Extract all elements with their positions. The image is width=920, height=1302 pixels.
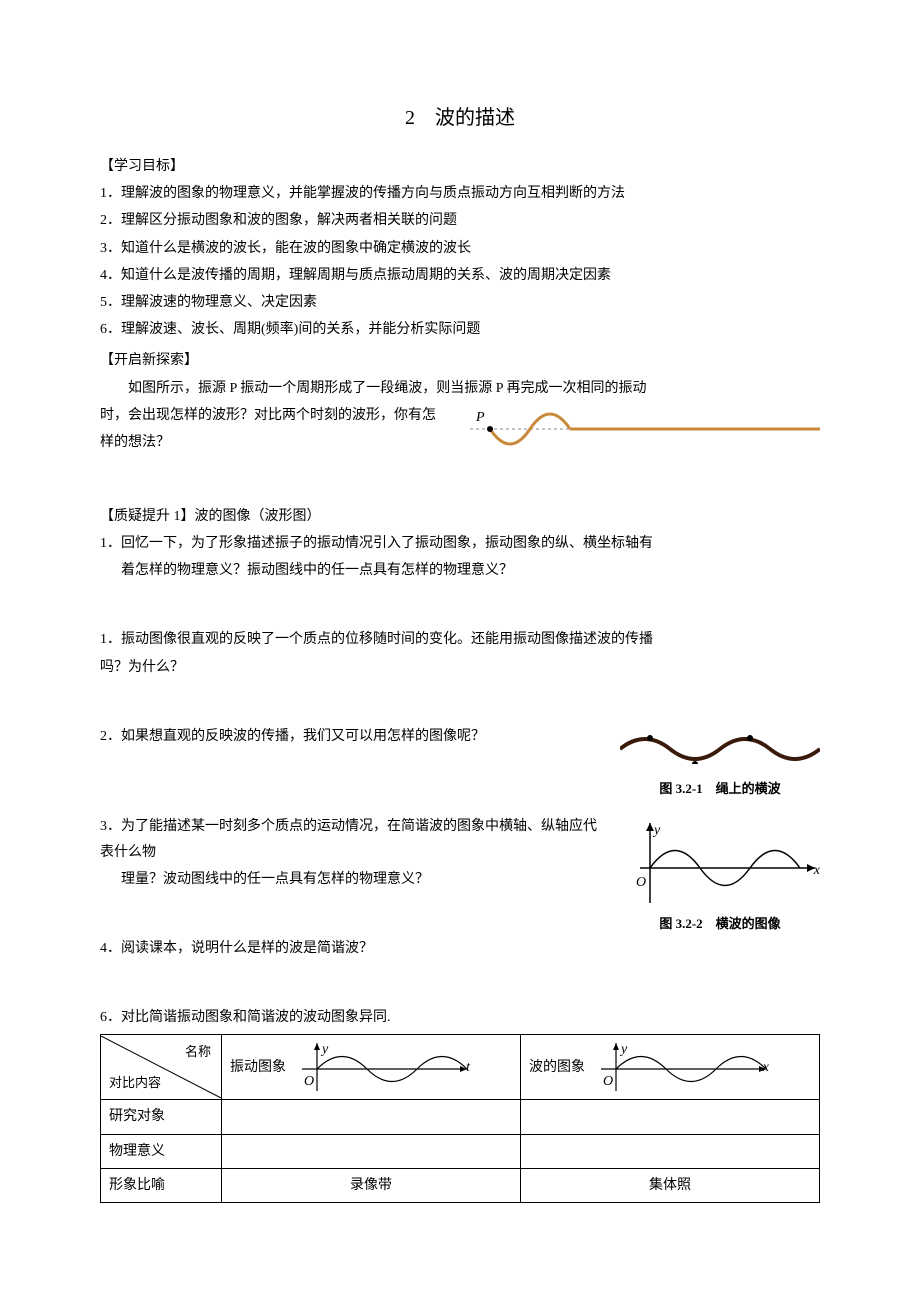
explore-heading: 【开启新探索】: [100, 348, 820, 373]
table-cell: [222, 1100, 521, 1134]
col-wave-label: 波的图象: [529, 1055, 585, 1080]
mini-axis-x: x: [763, 1055, 769, 1080]
goal-item: 4．知道什么是波传播的周期，理解周期与质点振动周期的关系、波的周期决定因素: [100, 263, 820, 288]
mini-axis-o: O: [304, 1069, 314, 1094]
comparison-table: 名称 对比内容 振动图象 y: [100, 1034, 820, 1203]
q1-heading: 【质疑提升 1】波的图像（波形图）: [100, 504, 820, 529]
row-label: 物理意义: [101, 1134, 222, 1168]
goal-item: 6．理解波速、波长、周期(频率)间的关系，并能分析实际问题: [100, 317, 820, 342]
q1-item: 1．回忆一下，为了形象描述振子的振动情况引入了振动图象，振动图象的纵、横坐标轴有: [100, 531, 820, 556]
table-row: 研究对象: [101, 1100, 820, 1134]
mini-wave-graph: [591, 1039, 771, 1095]
diag-label-bottom: 对比内容: [109, 1071, 161, 1094]
figure-caption-2: 图 3.2-2 横波的图像: [620, 912, 820, 935]
mini-axis-t: t: [466, 1055, 470, 1080]
mini-axis-o: O: [603, 1069, 613, 1094]
table-row: 物理意义: [101, 1134, 820, 1168]
wave-graph-cell: 波的图象 y O x: [529, 1039, 811, 1095]
mini-vibration-graph: [292, 1039, 472, 1095]
row-label: 研究对象: [101, 1100, 222, 1134]
goal-item: 3．知道什么是横波的波长，能在波的图象中确定横波的波长: [100, 236, 820, 261]
table-cell: [521, 1100, 820, 1134]
transverse-graph-figure: [620, 818, 820, 908]
axis-label-y: y: [654, 818, 660, 843]
table-cell: 录像带: [222, 1168, 521, 1202]
table-cell: 集体照: [521, 1168, 820, 1202]
table-row: 形象比喻 录像带 集体照: [101, 1168, 820, 1202]
rope-transverse-figure: [620, 724, 820, 764]
goal-item: 5．理解波速的物理意义、决定因素: [100, 290, 820, 315]
q1-item: 着怎样的物理意义？振动图线中的任一点具有怎样的物理意义？: [100, 558, 820, 583]
mini-axis-y: y: [322, 1037, 328, 1062]
label-p: P: [476, 405, 485, 430]
goal-item: 1．理解波的图象的物理意义，并能掌握波的传播方向与质点振动方向互相判断的方法: [100, 181, 820, 206]
diagonal-header-cell: 名称 对比内容: [101, 1036, 221, 1098]
goal-item: 2．理解区分振动图象和波的图象，解决两者相关联的问题: [100, 208, 820, 233]
table-cell: [222, 1134, 521, 1168]
axis-label-x: x: [814, 858, 820, 883]
q1-item: 1．振动图像很直观的反映了一个质点的位移随时间的变化。还能用振动图像描述波的传播: [100, 627, 820, 652]
diag-label-top: 名称: [185, 1040, 211, 1063]
row-label: 形象比喻: [101, 1168, 222, 1202]
q1-item: 6．对比简谐振动图象和简谐波的波动图象异同.: [100, 1005, 820, 1030]
figure-caption-1: 图 3.2-1 绳上的横波: [620, 777, 820, 800]
goals-heading: 【学习目标】: [100, 154, 820, 179]
mini-axis-y: y: [621, 1037, 627, 1062]
vibration-graph-cell: 振动图象 y O t: [230, 1039, 512, 1095]
axis-label-o: O: [636, 870, 646, 895]
q1-item: 吗？为什么？: [100, 655, 820, 680]
explore-text: 如图所示，振源 P 振动一个周期形成了一段绳波，则当振源 P 再完成一次相同的振…: [100, 376, 820, 401]
table-row: 名称 对比内容 振动图象 y: [101, 1035, 820, 1100]
table-cell: [521, 1134, 820, 1168]
rope-wave-figure: [470, 399, 820, 459]
page-title: 2 波的描述: [100, 100, 820, 136]
q1-item: 4．阅读课本，说明什么是样的波是简谐波？: [100, 936, 820, 961]
col-vibration-label: 振动图象: [230, 1055, 286, 1080]
